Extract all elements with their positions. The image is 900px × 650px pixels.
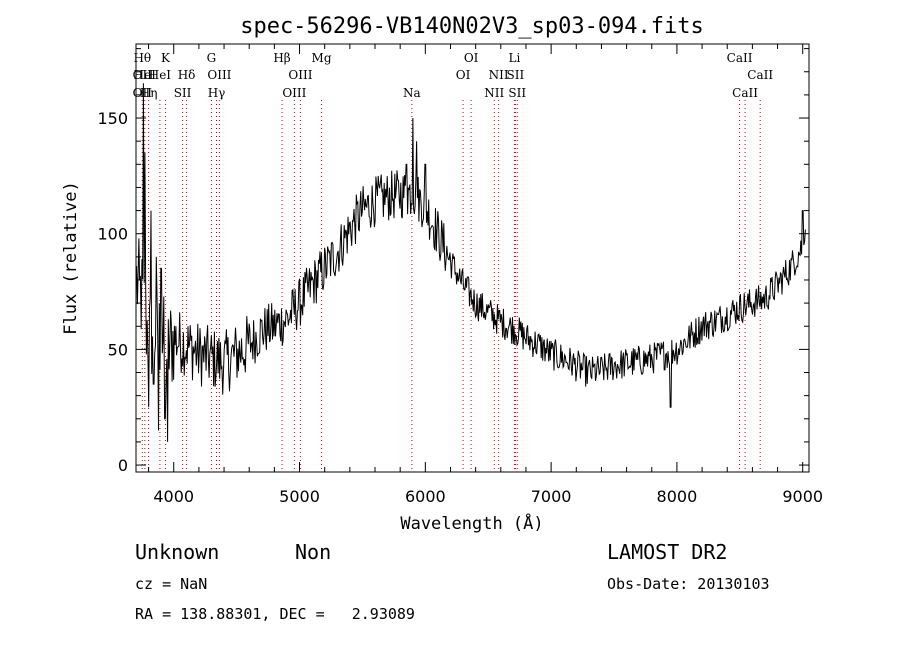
spectral-line-label: Mg — [312, 51, 332, 65]
redshift-cz: cz = NaN — [135, 575, 208, 593]
spectrum-series — [136, 83, 806, 442]
spectral-line-label: OII — [133, 86, 153, 100]
x-tick-label: 8000 — [657, 487, 698, 506]
spectral-line-label: SII — [174, 86, 192, 100]
y-axis: 0 50 100 150 — [97, 48, 809, 475]
spectral-line-label: Hδ — [178, 68, 196, 82]
object-subclass: Non — [295, 540, 332, 564]
spectral-line-label: CaII — [732, 86, 758, 100]
y-tick-label: 150 — [97, 109, 128, 128]
chart-title: spec-56296-VB140N02V3_sp03-094.fits — [240, 14, 704, 39]
survey-name: LAMOST DR2 — [607, 540, 728, 564]
spectral-line-label: Na — [403, 86, 421, 100]
spectral-line-label: OIII — [207, 68, 231, 82]
spectral-line-label: CaII — [727, 51, 753, 65]
spectral-line-label: OIII — [288, 68, 312, 82]
x-tick-label: 9000 — [782, 487, 823, 506]
spectral-line-label: OI — [464, 51, 479, 65]
spectral-line-label: HeI — [149, 68, 172, 82]
spectral-line-label: K — [161, 51, 171, 65]
ra-dec: RA = 138.88301, DEC = 2.93089 — [135, 605, 415, 623]
x-tick-label: 7000 — [531, 487, 572, 506]
spectral-line-label: OI — [456, 68, 471, 82]
spectral-line-labels: HθOIIOIIHeIHηKHeISIIHδGOIIIHγHβOIIIOIIIM… — [133, 51, 774, 100]
spectral-line-label: SII — [507, 68, 525, 82]
x-tick-label: 5000 — [279, 487, 320, 506]
y-tick-label: 0 — [118, 456, 128, 475]
plot-frame — [135, 43, 810, 473]
spectral-line-label: Hγ — [208, 86, 226, 100]
x-tick-label: 6000 — [405, 487, 446, 506]
x-tick-label: 4000 — [153, 487, 194, 506]
x-axis: 4000 5000 6000 7000 8000 9000 — [148, 44, 823, 506]
spectral-line-label: SII — [508, 86, 526, 100]
spectral-line-label: NII — [489, 68, 509, 82]
spectral-line-label: Li — [508, 51, 520, 65]
y-tick-label: 100 — [97, 225, 128, 244]
spectral-line-markers — [141, 100, 761, 472]
y-tick-label: 50 — [108, 340, 128, 359]
spectral-line-label: Hη — [140, 86, 158, 100]
spectral-line-label: Hβ — [273, 51, 290, 65]
spectral-line-label: Hθ — [133, 51, 151, 65]
y-axis-label: Flux (relative) — [61, 181, 81, 335]
spectral-line-label: NII — [484, 86, 504, 100]
spectral-line-label: G — [207, 51, 217, 65]
spectral-line-label: CaII — [747, 68, 773, 82]
observation-date: Obs-Date: 20130103 — [607, 575, 770, 593]
spectral-line-label: OIII — [282, 86, 306, 100]
object-class: Unknown — [135, 540, 220, 564]
x-axis-label: Wavelength (Å) — [400, 512, 543, 534]
